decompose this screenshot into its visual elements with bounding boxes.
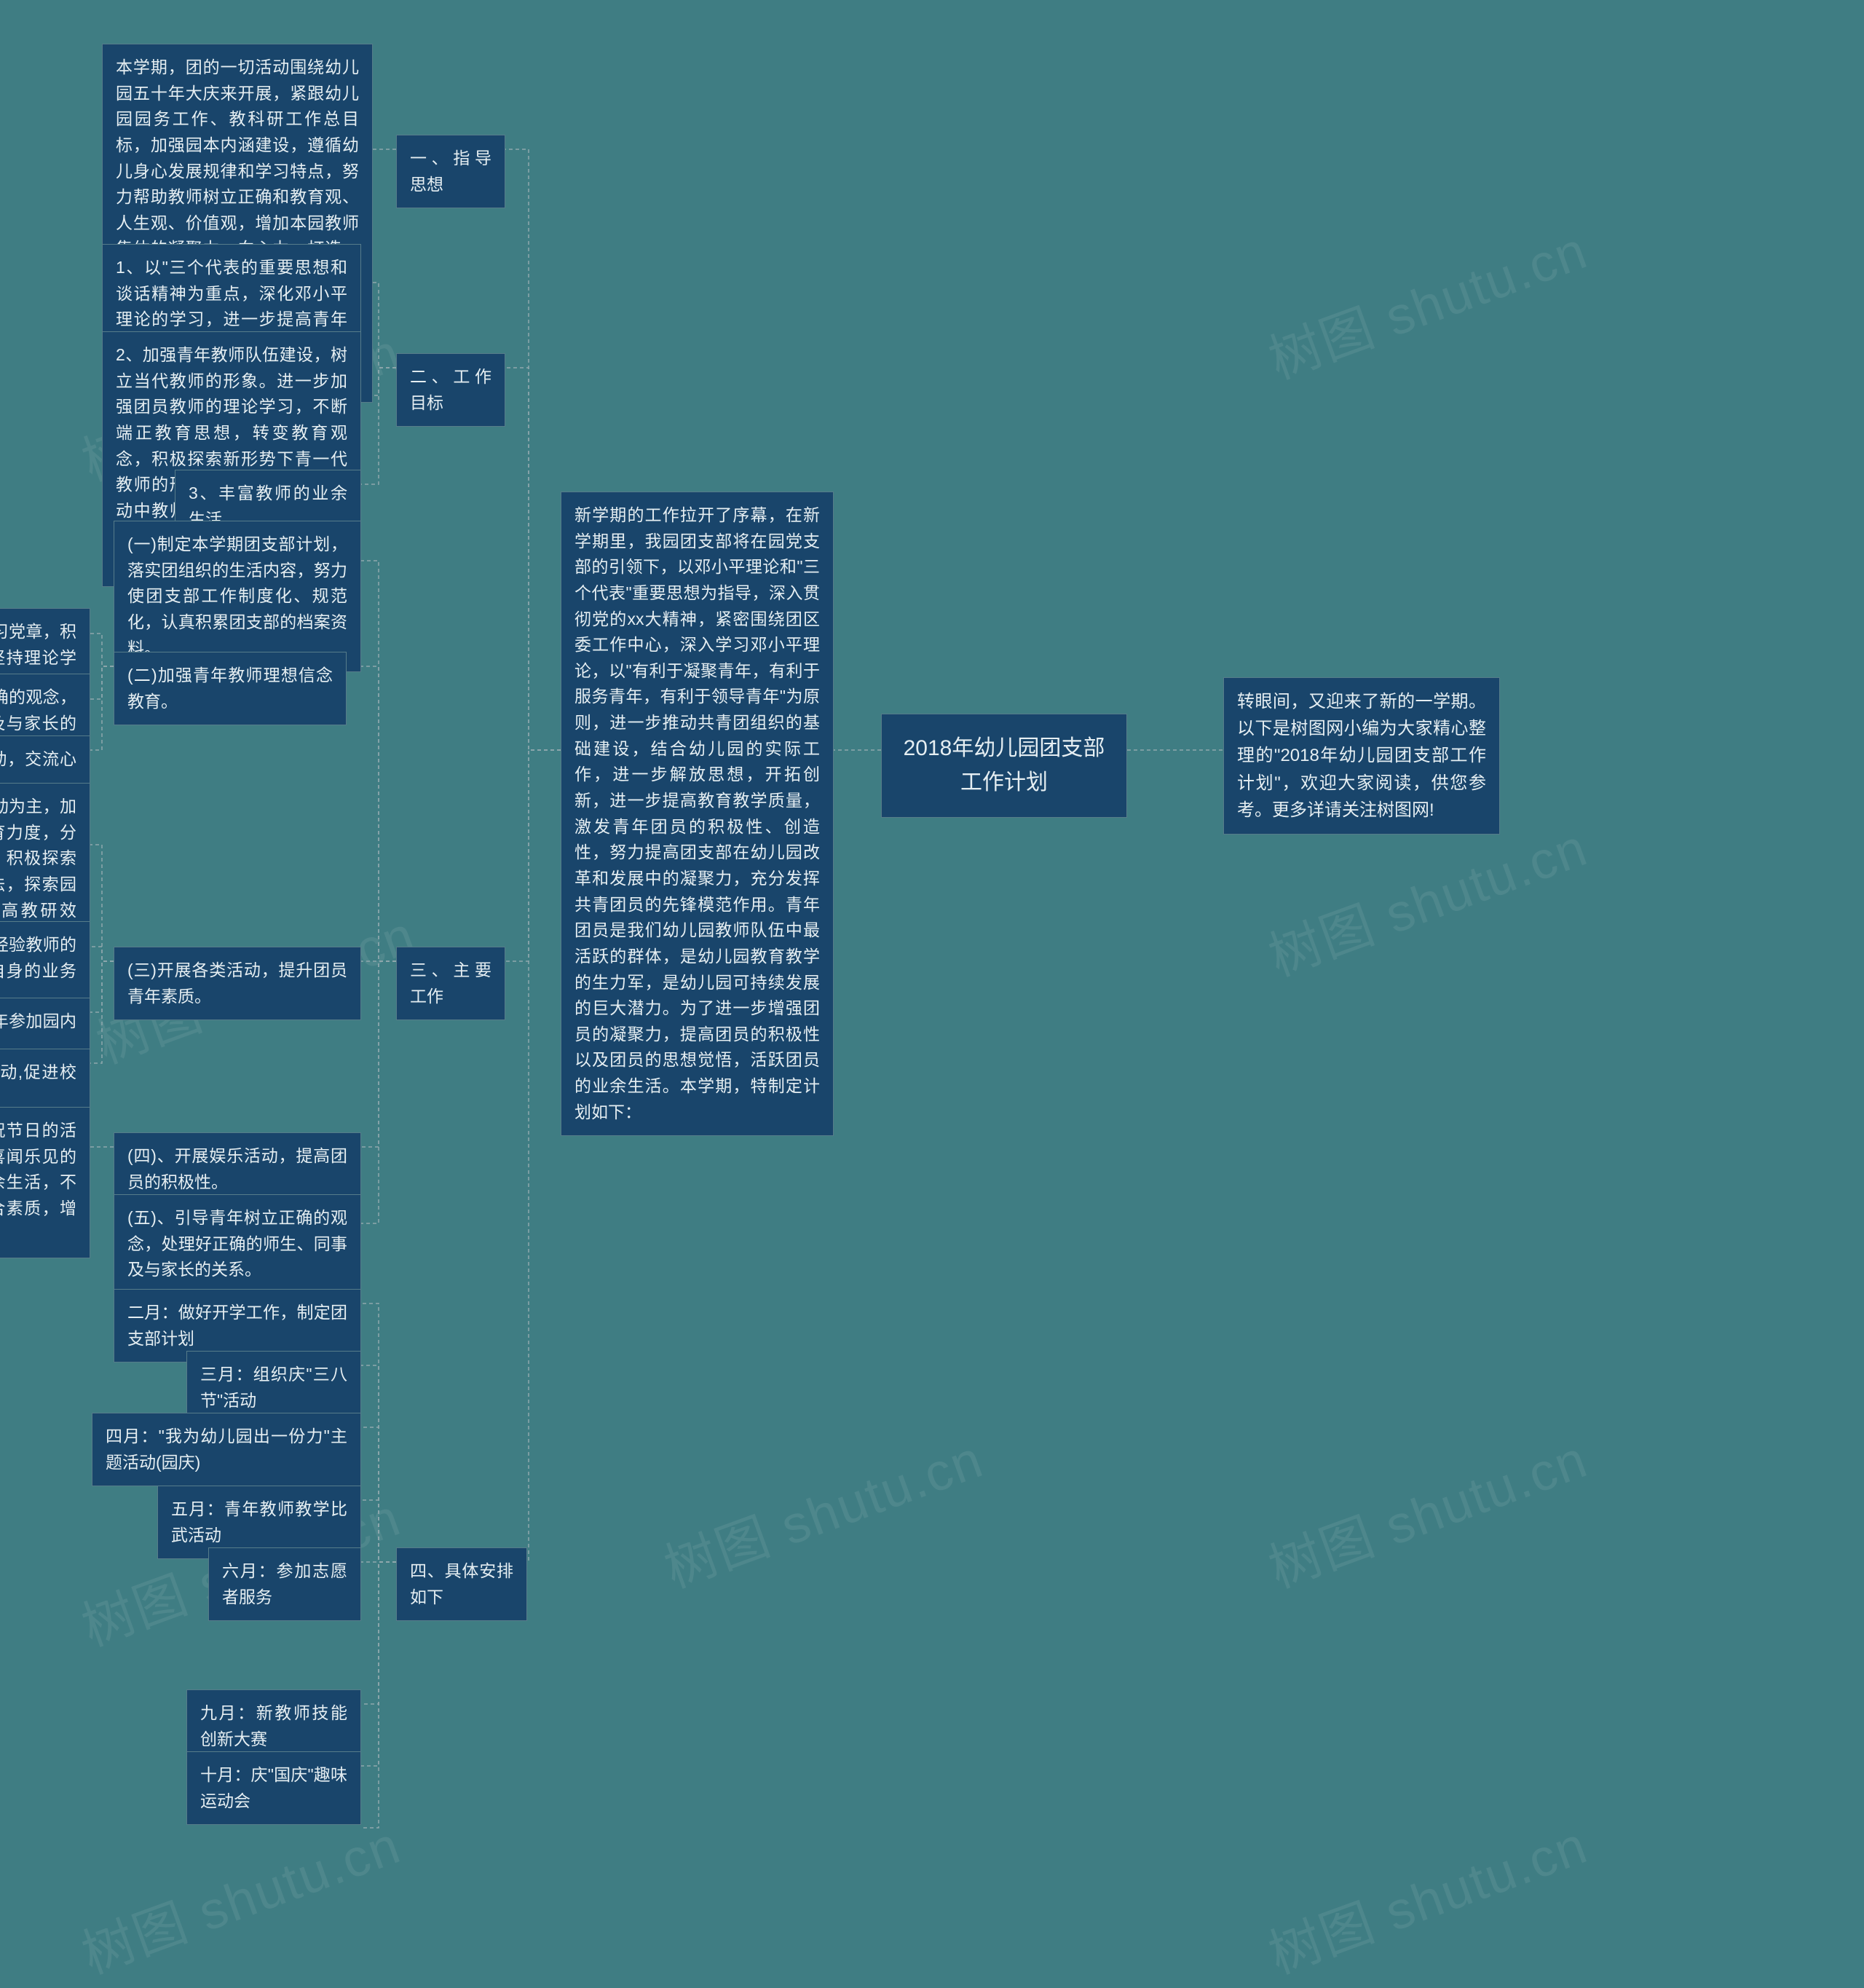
- root-intro: 新学期的工作拉开了序幕，在新学期里，我园团支部将在园党支部的引领下，以邓小平理论…: [561, 492, 834, 1136]
- root-title: 2018年幼儿园团支部工作计划: [881, 714, 1127, 818]
- watermark: 树图 shutu.cn: [1257, 1802, 1596, 1988]
- section-1-label: 一、指导思想: [396, 135, 505, 208]
- section-3d-body: 我支部将结合各庆祝节日的活动，广泛开展青年喜闻乐见的文体活动，丰富业余生活，不提…: [0, 1107, 90, 1258]
- month-4: 四月："我为幼儿园出一份力"主题活动(园庆): [92, 1413, 361, 1486]
- section-3b: (二)加强青年教师理想信念教育。: [114, 652, 347, 725]
- month-10: 十月：庆"国庆"趣味运动会: [186, 1751, 361, 1825]
- watermark: 树图 shutu.cn: [70, 1802, 409, 1988]
- section-2-label: 二、工作目标: [396, 353, 505, 427]
- section-3c: (三)开展各类活动，提升团员青年素质。: [114, 947, 361, 1020]
- section-3a: (一)制定本学期团支部计划，落实团组织的生活内容，努力使团支部工作制度化、规范化…: [114, 521, 361, 672]
- section-4-label: 四、具体安排如下: [396, 1547, 527, 1621]
- watermark: 树图 shutu.cn: [1257, 208, 1596, 393]
- watermark: 树图 shutu.cn: [1257, 1416, 1596, 1602]
- section-3e: (五)、引导青年树立正确的观念，处理好正确的师生、同事及与家长的关系。: [114, 1194, 361, 1294]
- root-right-note: 转眼间，又迎来了新的一学期。以下是树图网小编为大家精心整理的"2018年幼儿园团…: [1223, 677, 1500, 835]
- month-6: 六月：参加志愿者服务: [208, 1547, 361, 1621]
- section-3-label: 三、主要工作: [396, 947, 505, 1020]
- watermark: 树图 shutu.cn: [652, 1416, 992, 1602]
